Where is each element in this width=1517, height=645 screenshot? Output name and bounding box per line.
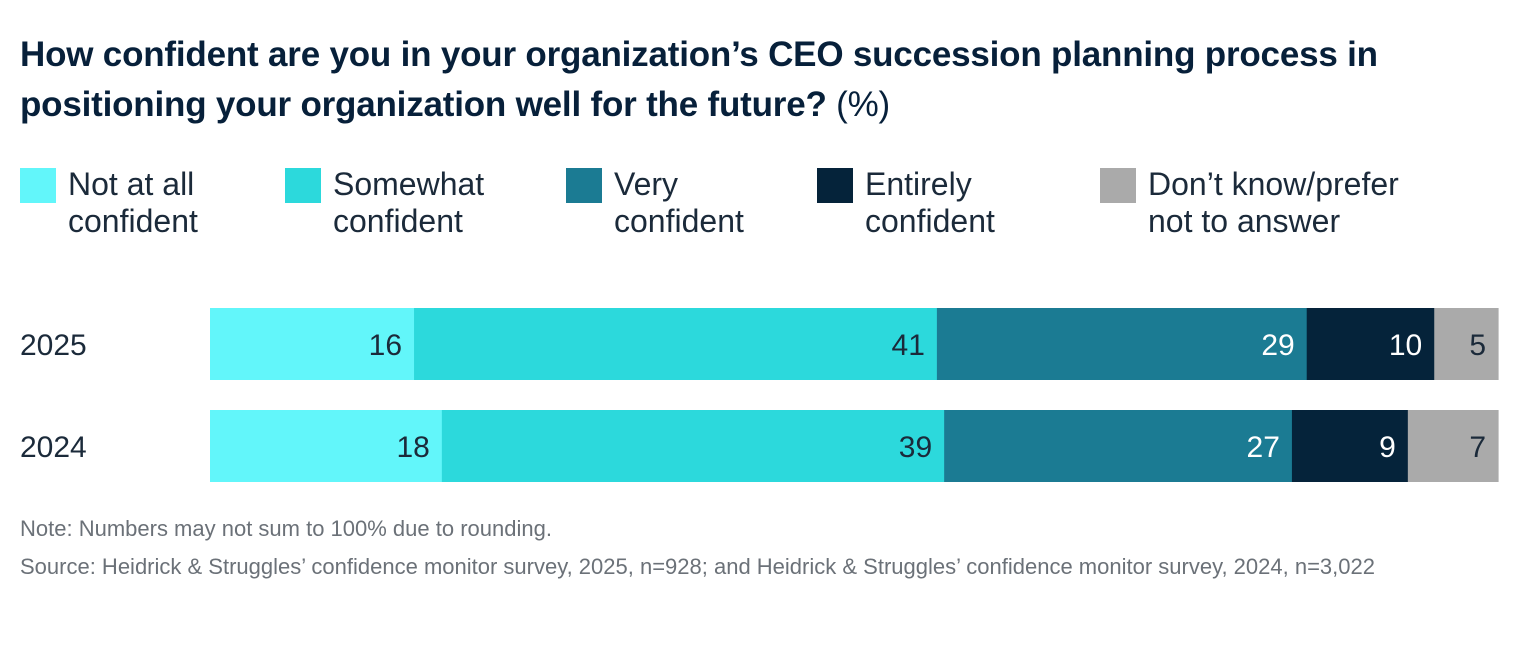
- bar-segment-2024-entirely-confident: [1291, 410, 1409, 482]
- bar-segment-2024-very-confident: [944, 410, 1293, 482]
- legend-swatch: [20, 168, 56, 203]
- data-label-2025-somewhat-confident: 41: [892, 329, 925, 362]
- legend-label: Entirely confident: [865, 166, 1165, 240]
- legend-label-line: Entirely: [865, 166, 972, 202]
- chart-legend: Not at all confident Somewhat confident …: [20, 166, 1500, 246]
- legend-label-line: Not at all: [68, 166, 195, 202]
- bar-segment-2025-not-at-all-confident: [210, 308, 415, 380]
- data-label-2025-don-t-know-prefer-not-to-answer: 5: [1469, 329, 1486, 362]
- legend-swatch: [1100, 168, 1136, 203]
- legend-label-line: not to answer: [1148, 203, 1341, 239]
- data-label-2024-entirely-confident: 9: [1379, 431, 1396, 464]
- legend-swatch: [817, 168, 853, 203]
- bar-segment-2025-entirely-confident: [1306, 308, 1435, 380]
- legend-swatch: [566, 168, 602, 203]
- legend-swatch: [285, 168, 321, 203]
- chart-footer: Note: Numbers may not sum to 100% due to…: [20, 510, 1480, 586]
- category-label-2024: 2024: [20, 431, 87, 464]
- legend-label-line: Very: [614, 166, 679, 202]
- chart-title-text: How confident are you in your organizati…: [20, 35, 1378, 124]
- data-label-2024-don-t-know-prefer-not-to-answer: 7: [1469, 431, 1486, 464]
- legend-label-line: Don’t know/prefer: [1148, 166, 1399, 202]
- legend-label-line: confident: [68, 203, 198, 239]
- source-note: Source: Heidrick & Struggles’ confidence…: [20, 554, 1375, 579]
- bar-segment-2024-don-t-know-prefer-not-to-answer: [1407, 410, 1499, 482]
- data-label-2025-very-confident: 29: [1261, 329, 1294, 362]
- legend-label-line: confident: [333, 203, 463, 239]
- data-label-2025-entirely-confident: 10: [1389, 329, 1422, 362]
- data-label-2025-not-at-all-confident: 16: [369, 329, 402, 362]
- category-label-2025: 2025: [20, 329, 87, 362]
- legend-label: Somewhat confident: [333, 166, 633, 240]
- data-label-2024-somewhat-confident: 39: [899, 431, 932, 464]
- data-label-2024-not-at-all-confident: 18: [396, 431, 429, 464]
- bar-segment-2025-don-t-know-prefer-not-to-answer: [1434, 308, 1499, 380]
- stacked-bar-chart: 2025 16 41 29 10 5 2024 18 39 27 9 7: [20, 308, 1499, 482]
- chart-title-unit: (%): [836, 85, 891, 124]
- data-label-2024-very-confident: 27: [1247, 431, 1280, 464]
- chart-title: How confident are you in your organizati…: [20, 30, 1480, 130]
- bar-segment-2024-not-at-all-confident: [210, 410, 443, 482]
- legend-label-line: confident: [865, 203, 995, 239]
- legend-label: Don’t know/prefer not to answer: [1148, 166, 1448, 240]
- legend-label: Very confident: [614, 166, 914, 240]
- legend-label-line: Somewhat: [333, 166, 485, 202]
- legend-label: Not at all confident: [68, 166, 368, 240]
- bar-segment-2025-very-confident: [936, 308, 1308, 380]
- legend-label-line: confident: [614, 203, 744, 239]
- footnote: Note: Numbers may not sum to 100% due to…: [20, 516, 552, 541]
- bar-segment-2024-somewhat-confident: [441, 410, 945, 482]
- bar-segment-2025-somewhat-confident: [414, 308, 938, 380]
